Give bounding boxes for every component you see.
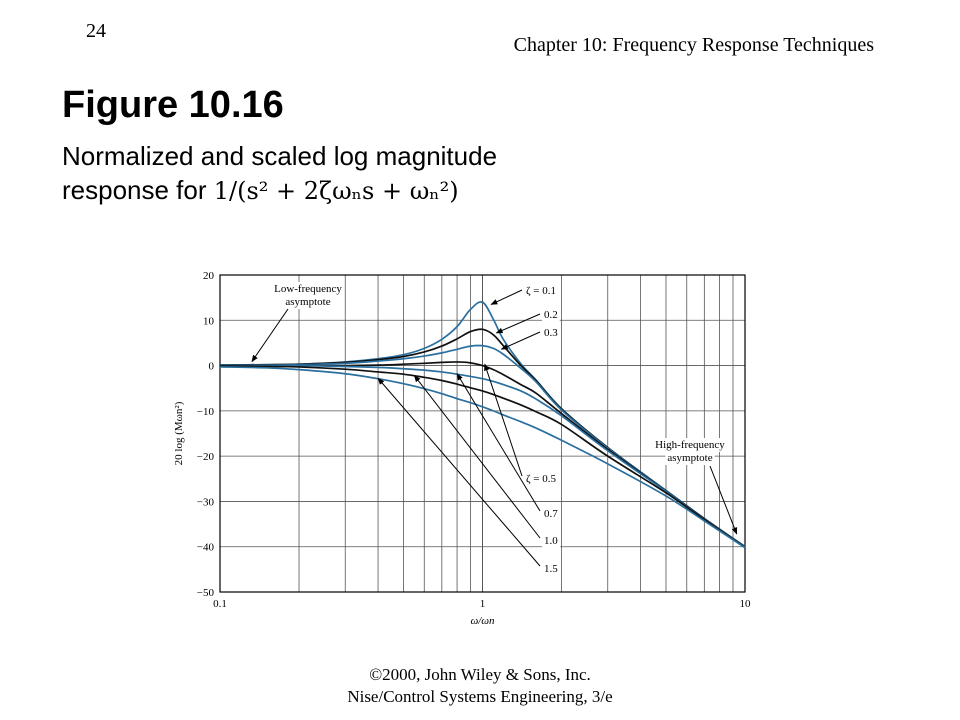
log-magnitude-chart: 20 10 0 −10 −20 −30 −40 −500.1 1 10 ω/ωn 20 log (Mω… [173, 270, 751, 627]
slide-number: 24 [86, 20, 106, 42]
footer-copyright: ©2000, John Wiley & Sons, Inc. [369, 665, 591, 684]
footer: ©2000, John Wiley & Sons, Inc. Nise/Cont… [0, 664, 960, 708]
y-tick-label: 0 [209, 361, 215, 373]
transfer-function-formula: 1/(s² + 2ζωₙs + ωₙ²) [213, 177, 459, 205]
y-tick-label: 20 [203, 270, 215, 282]
caption-line-1: Normalized and scaled log magnitude [62, 141, 498, 171]
y-tick-label: −10 [197, 406, 215, 418]
caption-line-2: response for 1/(s² + 2ζωₙs + ωₙ²) [62, 173, 497, 208]
y-tick-label: −50 [197, 587, 215, 599]
annotation-label: 0.7 [544, 508, 558, 520]
label-bg [542, 562, 561, 576]
annotation-label: 0.3 [544, 327, 558, 339]
y-tick-label: −30 [197, 496, 215, 508]
series-line [219, 344, 746, 548]
label-bg [653, 438, 728, 452]
annotation-arrow [377, 377, 541, 567]
y-tick-label: 10 [203, 315, 215, 327]
annotation-arrow [495, 313, 541, 334]
annotation-label: ζ = 0.1 [526, 285, 556, 297]
annotation-label: 1.0 [544, 535, 558, 547]
series-line [220, 361, 746, 548]
footer-book: Nise/Control Systems Engineering, 3/e [347, 687, 613, 706]
x-tick-label: 1 [480, 598, 486, 610]
annotation-arrow [490, 289, 523, 305]
label-bg [542, 326, 561, 340]
label-bg [542, 507, 561, 521]
x-tick-label: 10 [740, 598, 752, 610]
label-bg [665, 451, 715, 465]
chapter-title: Chapter 10: Frequency Response Technique… [513, 34, 874, 56]
y-tick-label: −20 [197, 451, 215, 463]
annotation-arrow [500, 331, 541, 350]
annotation-label: asymptote [667, 452, 712, 464]
label-bg [272, 282, 345, 296]
annotation-label: ζ = 0.5 [526, 473, 557, 485]
figure-title: Figure 10.16 [62, 84, 284, 126]
label-bg [524, 284, 559, 298]
annotation-label: Low-frequency [274, 283, 342, 295]
series-group [219, 300, 746, 549]
y-tick-label: −40 [197, 542, 215, 554]
label-bg [542, 308, 560, 322]
series-line [219, 365, 746, 548]
annotation-arrow [484, 363, 523, 477]
annotation-label: 1.5 [544, 563, 558, 575]
plot-frame [219, 274, 746, 593]
caption-prefix: response for [62, 175, 207, 205]
label-bg [542, 534, 561, 548]
chart-container: 20 10 0 −10 −20 −30 −40 −50 0.1 1 10 ω/ωn 20 log (Mω… [170, 262, 770, 632]
annotation-label: 0.2 [544, 309, 558, 321]
figure-caption: Normalized and scaled log magnitude resp… [62, 139, 497, 208]
label-bg [524, 472, 559, 486]
y-axis-label: 20 log (Mωn²) [173, 401, 185, 465]
annotations: Low-frequencyasymptoteHigh-frequencyasym… [251, 282, 738, 576]
series-line [220, 364, 746, 548]
axes: 20 10 0 −10 −20 −30 −40 −500.1 1 10 ω/ωn 20 log (Mω… [173, 270, 751, 627]
series-line [219, 366, 746, 549]
annotation-arrow [456, 373, 541, 512]
x-tick-label: 0.1 [213, 598, 227, 610]
annotation-label: High-frequency [655, 439, 725, 451]
x-axis-label: ω/ωn [470, 615, 495, 627]
label-bg [283, 295, 333, 309]
annotation-arrow [413, 374, 541, 539]
grid [219, 274, 746, 593]
annotation-label: asymptote [285, 296, 330, 308]
annotation-arrow [251, 308, 289, 363]
annotation-arrow [709, 465, 738, 535]
